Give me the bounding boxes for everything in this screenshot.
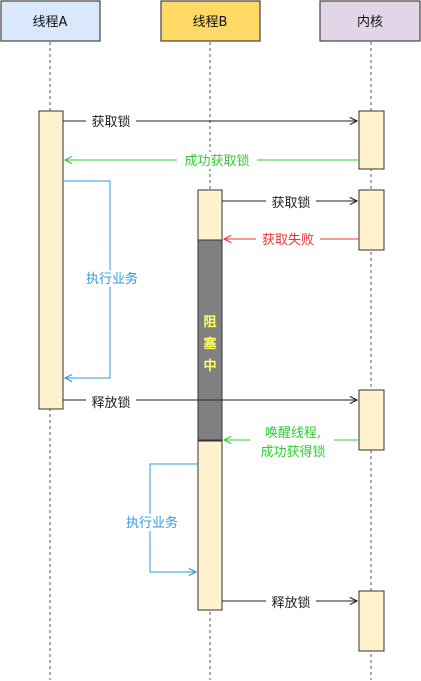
participant-label-thread-a: 线程A [33, 15, 68, 30]
participant-box-kernel [319, 0, 421, 42]
label-bg-kernel-wake-b [250, 423, 334, 461]
participant-box-thread-a [0, 0, 101, 42]
label-bg-a-acquire [86, 113, 136, 130]
label-bg-a-execute [80, 270, 144, 287]
label-b-acquire: 获取锁 [271, 195, 310, 211]
message-a-release: 释放锁 [63, 394, 357, 411]
participant-label-thread-b: 线程B [193, 15, 228, 30]
label-kernel-grant-a: 成功获取锁 [184, 153, 249, 169]
participant-box-thread-b [160, 0, 261, 42]
blocked-label-char: 阻 [203, 315, 216, 330]
label-bg-kernel-fail-b [256, 231, 320, 248]
label-bg-kernel-grant-a [177, 152, 257, 169]
activation-thread-b-wait [197, 189, 223, 241]
activation-thread-b-run [197, 440, 223, 611]
participant-kernel: 内核 [319, 0, 421, 42]
activation-thread-a [38, 110, 64, 410]
label-kernel-wake-b-line1: 唤醒线程, [265, 426, 321, 441]
blocked-label-char: 塞 [203, 336, 217, 352]
message-a-acquire: 获取锁 [63, 113, 357, 130]
message-b-execute: 执行业务 [120, 463, 198, 572]
label-bg-a-release [86, 394, 136, 411]
activation-kernel-2 [358, 189, 385, 251]
participant-thread-b: 线程B [160, 0, 261, 42]
label-kernel-fail-b: 获取失败 [262, 233, 314, 248]
message-kernel-fail-b: 获取失败 [224, 231, 359, 248]
blocked-bar [197, 239, 223, 441]
label-bg-b-acquire [266, 194, 316, 211]
label-a-execute: 执行业务 [86, 271, 138, 287]
label-b-release: 释放锁 [271, 595, 310, 611]
message-a-execute: 执行业务 [63, 180, 144, 378]
blocked-segment: 阻塞中 [197, 239, 223, 441]
blocked-label-char: 中 [203, 358, 216, 374]
label-a-acquire: 获取锁 [91, 114, 130, 130]
label-b-execute: 执行业务 [126, 515, 178, 531]
label-a-release: 释放锁 [91, 395, 130, 411]
blocked-label: 阻塞中 [203, 315, 217, 374]
message-b-acquire: 获取锁 [222, 194, 357, 211]
activation-kernel-1 [358, 110, 385, 170]
label-kernel-wake-b-line2: 成功获得锁 [260, 444, 325, 460]
message-kernel-grant-a: 成功获取锁 [65, 152, 359, 169]
label-bg-b-execute [120, 514, 184, 531]
message-b-release: 释放锁 [222, 594, 357, 611]
message-kernel-wake-b: 唤醒线程, 成功获得锁 [224, 423, 359, 461]
activations [38, 110, 385, 652]
label-bg-b-release [266, 594, 316, 611]
activation-kernel-3 [358, 389, 385, 451]
activation-kernel-4 [358, 590, 385, 652]
participant-label-kernel: 内核 [357, 14, 383, 30]
participant-thread-a: 线程A [0, 0, 101, 42]
